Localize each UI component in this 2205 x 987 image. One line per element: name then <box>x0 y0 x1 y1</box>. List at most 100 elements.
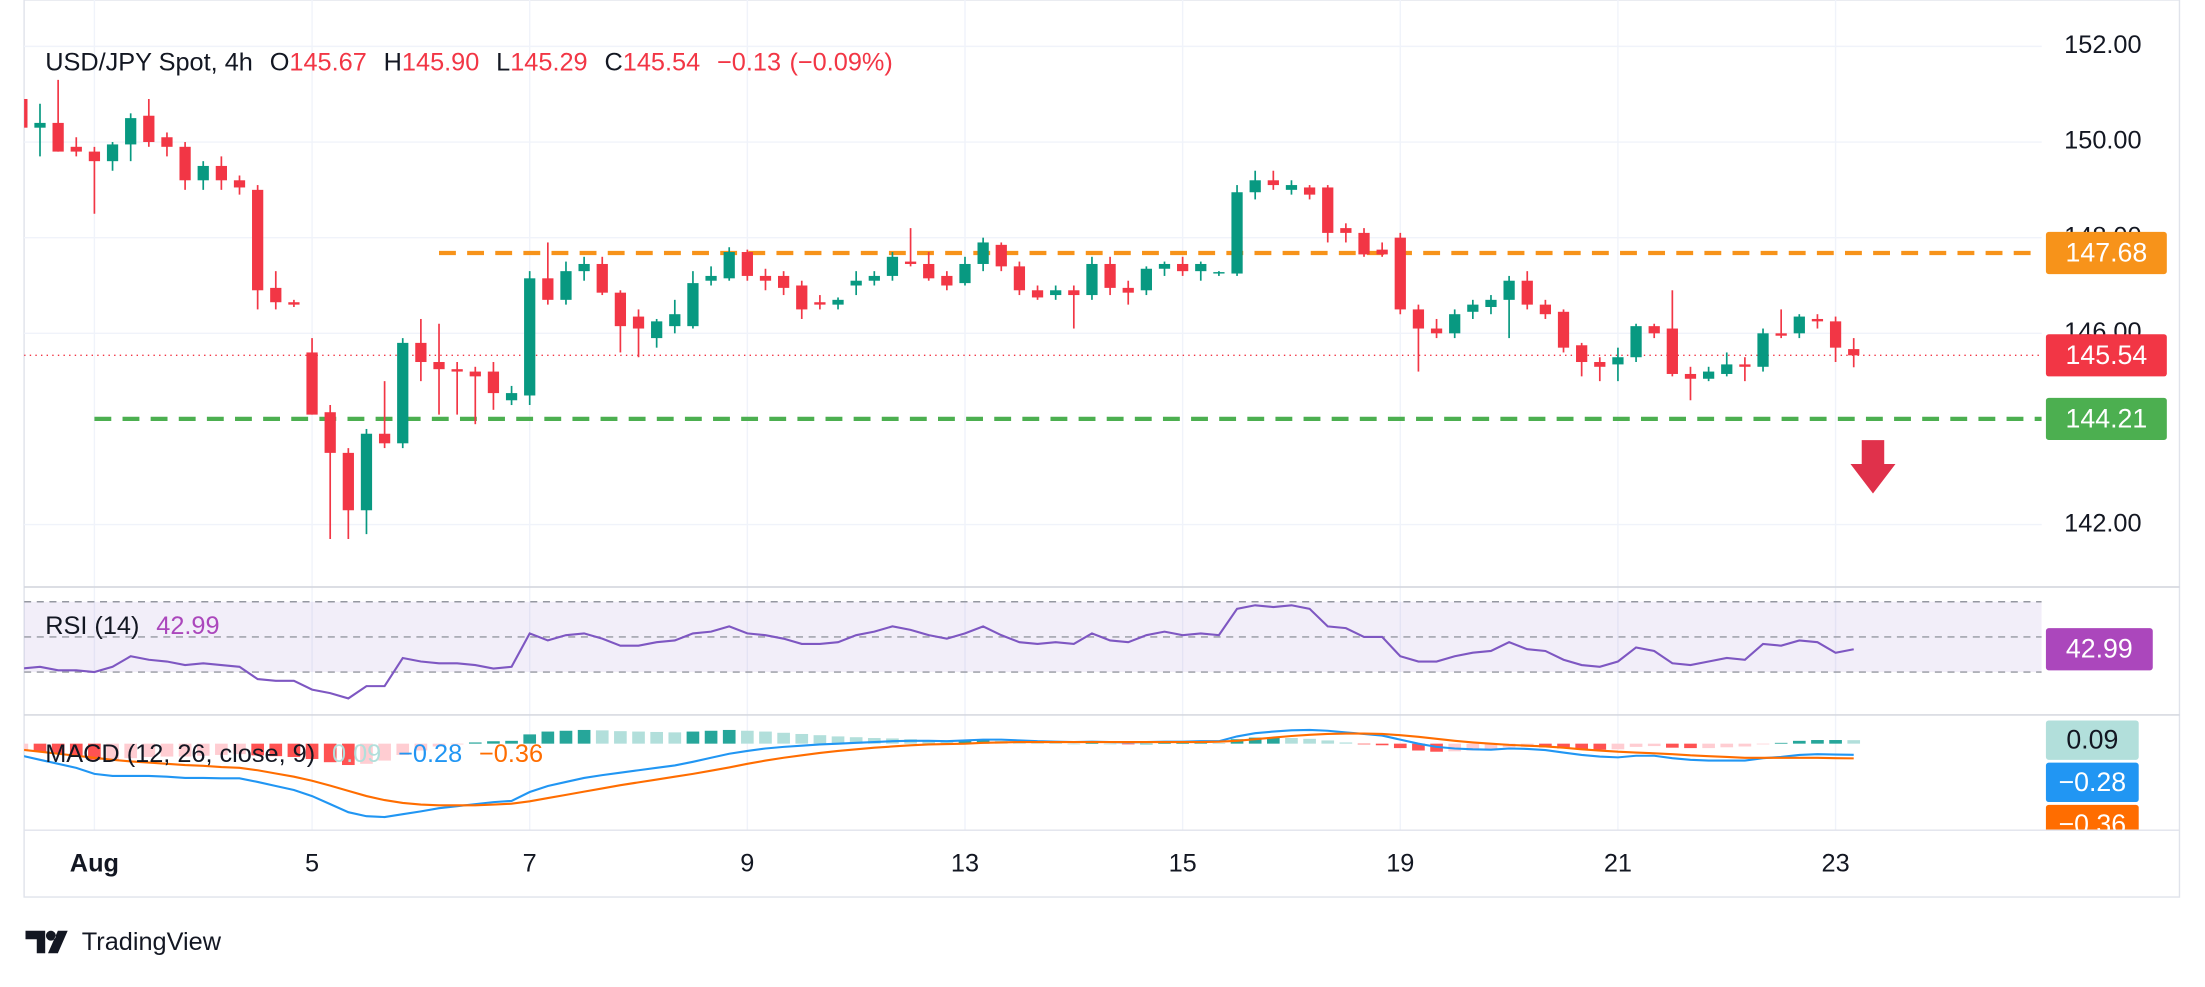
histogram-bar <box>759 731 772 744</box>
candle-body <box>1031 290 1044 298</box>
candle-body <box>306 352 318 415</box>
histogram-bar <box>1194 742 1208 744</box>
rsi-title: RSI (14) <box>45 612 139 640</box>
candle-body <box>904 261 917 264</box>
candle-body <box>197 165 209 181</box>
candle-body <box>759 275 772 281</box>
candle-body <box>1231 192 1243 274</box>
ohlc-value: 145.29 <box>510 48 587 76</box>
histogram-bar <box>215 743 228 755</box>
histogram-bar <box>1121 743 1135 745</box>
ohlc-value: 145.67 <box>289 48 366 76</box>
ohlc-key: O <box>270 48 290 76</box>
candle-body <box>1140 268 1152 291</box>
histogram-bar <box>1375 743 1389 746</box>
histogram-bar <box>51 743 65 754</box>
candle-body <box>578 263 590 272</box>
histogram-bar <box>1702 743 1715 749</box>
rsi-pane <box>24 601 2042 700</box>
candle-body <box>560 271 572 300</box>
candle-body <box>1521 280 1533 305</box>
candle-body <box>378 433 391 444</box>
candle-body <box>796 285 808 310</box>
candle-body <box>1684 373 1697 379</box>
macd-pane <box>24 728 1861 819</box>
candle-body <box>469 371 481 377</box>
candle-body <box>252 189 264 291</box>
candle-body <box>451 369 463 372</box>
candle-body <box>397 342 409 444</box>
macd-box <box>2045 804 2139 830</box>
candle-body <box>34 122 46 128</box>
y-tick-label: 142.00 <box>2064 509 2141 537</box>
candle-body <box>1158 263 1171 269</box>
rsi-header: RSI (14) 42.99 <box>45 612 219 640</box>
candle-body <box>723 252 735 279</box>
histogram-bar <box>1666 743 1679 748</box>
candle-body <box>125 118 137 145</box>
candle-body <box>1104 263 1116 288</box>
macd-title: MACD (12, 26, close, 9) <box>45 740 315 768</box>
histogram-bar <box>541 731 555 744</box>
histogram-value: 0.09 <box>332 740 381 768</box>
histogram-bar <box>1285 738 1298 744</box>
histogram-bar <box>1339 742 1353 744</box>
candle-body <box>777 275 790 288</box>
candle-body <box>941 275 953 286</box>
histogram-bar <box>614 731 627 744</box>
x-tick-label: 13 <box>951 849 979 877</box>
candle-body <box>487 371 500 394</box>
histogram-bar <box>1647 743 1661 747</box>
candle-body <box>360 433 373 511</box>
brand-logo: TradingView <box>25 928 222 956</box>
rsi-box <box>2045 628 2153 671</box>
histogram-bar <box>1212 743 1226 744</box>
ohlc-value: 145.90 <box>402 48 479 76</box>
candle-body <box>1449 314 1461 334</box>
histogram-bar <box>69 743 83 756</box>
macd-header: MACD (12, 26, close, 9) 0.09 −0.28 −0.36 <box>45 740 543 768</box>
candle-body <box>1666 328 1678 374</box>
candle-body <box>233 180 246 188</box>
candle-body <box>324 412 336 453</box>
histogram-bar <box>958 740 972 744</box>
candle-body <box>143 115 155 143</box>
macd-value: −0.28 <box>398 740 462 768</box>
ohlc-key: L <box>496 48 510 76</box>
candle-body <box>1322 187 1334 233</box>
candle-body <box>415 342 427 363</box>
histogram-bar <box>1303 738 1316 744</box>
histogram-bar <box>831 736 845 744</box>
histogram-bar <box>1140 743 1153 745</box>
histogram-bar <box>287 743 301 757</box>
histogram-bar <box>360 743 373 764</box>
histogram-bar <box>1738 743 1752 747</box>
candle-body <box>1267 180 1279 186</box>
candle-body <box>1376 249 1388 255</box>
histogram-bar <box>1811 740 1824 744</box>
brand-name: TradingView <box>82 928 222 956</box>
macd-box <box>2045 720 2139 760</box>
candle-body <box>1739 364 1751 367</box>
candle-body <box>1612 357 1624 365</box>
candle-body <box>1394 237 1406 310</box>
histogram-bar <box>323 743 337 763</box>
signal-value: −0.36 <box>479 740 543 768</box>
candle-body <box>1648 326 1660 334</box>
symbol: USD/JPY Spot, 4h <box>45 48 253 76</box>
candle-body <box>1086 263 1098 296</box>
histogram-bar <box>233 743 246 755</box>
histogram-bar <box>178 743 192 757</box>
histogram-bar <box>1267 737 1280 744</box>
candle-body <box>505 393 518 401</box>
ohlc-value: 145.54 <box>623 48 700 76</box>
histogram-bar <box>722 729 736 744</box>
candle-body <box>1195 263 1207 272</box>
candle-body <box>433 362 445 370</box>
candle-body <box>1630 326 1642 358</box>
histogram-bar <box>1466 743 1480 751</box>
ohlc-key: C <box>605 48 623 76</box>
candle-body <box>52 122 64 152</box>
histogram-bar <box>632 731 645 744</box>
x-tick-label: 19 <box>1386 849 1414 877</box>
